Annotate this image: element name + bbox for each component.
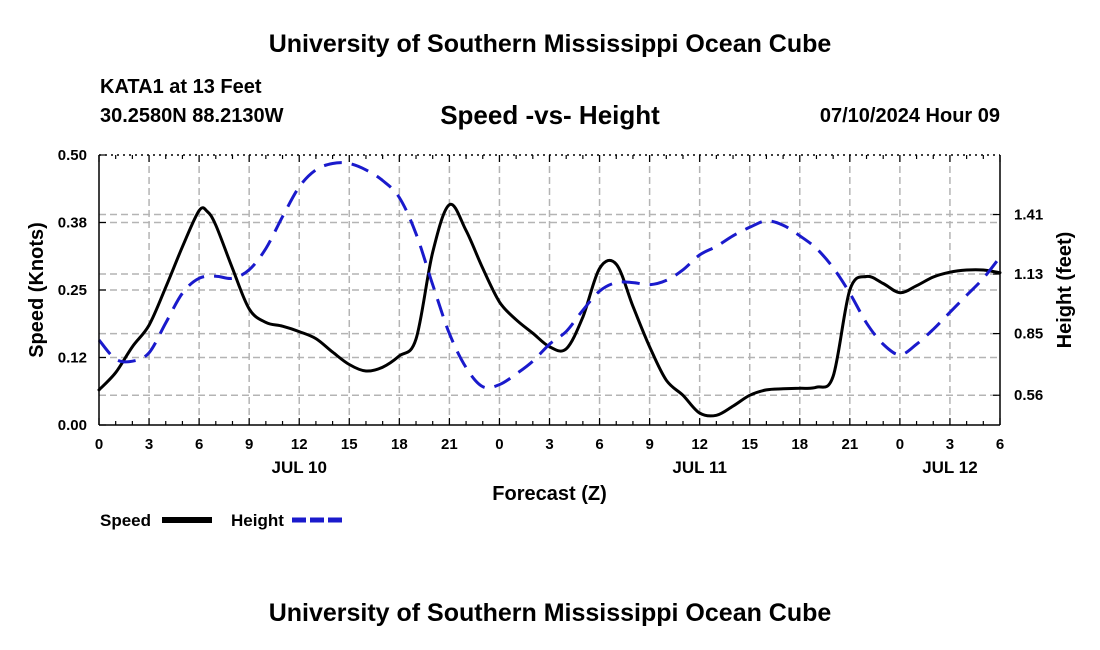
y-axis-title: Speed (Knots) xyxy=(26,222,48,358)
x-tick-label: 0 xyxy=(495,436,503,453)
x-tick-label: 12 xyxy=(291,436,308,453)
x-tick-label: 21 xyxy=(441,436,458,453)
x-tick-label: 6 xyxy=(595,436,603,453)
date-label: JUL 11 xyxy=(672,458,727,477)
date-label: JUL 12 xyxy=(922,458,977,477)
footer-title: University of Southern Mississippi Ocean… xyxy=(268,599,832,627)
legend: Speed Height xyxy=(100,511,342,530)
y-tick-label: 0.50 xyxy=(58,147,87,164)
x-tick-label: 15 xyxy=(341,436,358,453)
x-tick-label: 18 xyxy=(791,436,808,453)
x-tick-label: 18 xyxy=(391,436,408,453)
legend-speed-label: Speed xyxy=(100,511,151,530)
station-coordinates: 30.2580N 88.2130W xyxy=(100,105,284,127)
series-layer xyxy=(97,161,1002,418)
x-tick-label: 9 xyxy=(245,436,253,453)
y2-tick-label: 1.41 xyxy=(1014,207,1043,224)
y2-axis-title: Height (feet) xyxy=(1054,232,1076,349)
y2-tick-label: 0.85 xyxy=(1014,326,1043,343)
x-axis-title: Forecast (Z) xyxy=(492,483,606,505)
page-title: University of Southern Mississippi Ocean… xyxy=(268,30,832,58)
x-tick-label: 9 xyxy=(645,436,653,453)
x-tick-label: 3 xyxy=(145,436,153,453)
x-tick-label: 3 xyxy=(545,436,553,453)
y2-tick-label: 0.56 xyxy=(1014,387,1043,404)
x-tick-label: 0 xyxy=(95,436,103,453)
x-tick-label: 15 xyxy=(741,436,758,453)
x-tick-label: 0 xyxy=(896,436,904,453)
x-tick-label: 6 xyxy=(996,436,1004,453)
y2-tick-label: 1.13 xyxy=(1014,266,1043,283)
legend-height-label: Height xyxy=(231,511,284,530)
forecast-datetime: 07/10/2024 Hour 09 xyxy=(819,105,1000,127)
x-tick-label: 6 xyxy=(195,436,203,453)
x-tick-label: 21 xyxy=(841,436,858,453)
y-tick-label: 0.25 xyxy=(58,282,87,299)
height-series-line xyxy=(97,161,1002,390)
x-tick-label: 3 xyxy=(946,436,954,453)
y-tick-label: 0.38 xyxy=(58,215,87,232)
grid xyxy=(99,155,1000,425)
y-tick-label: 0.00 xyxy=(58,417,87,434)
chart-subtitle: Speed -vs- Height xyxy=(440,100,660,130)
x-tick-label: 12 xyxy=(691,436,708,453)
axes: 0 3 6 9 12 15 18 21 0 3 6 9 12 15 18 21 0 3 6 JUL 10 JUL 11 J… xyxy=(58,147,1043,477)
date-label: JUL 10 xyxy=(271,458,326,477)
y-tick-label: 0.12 xyxy=(58,350,87,367)
speed-series-line xyxy=(97,202,1002,418)
station-label: KATA1 at 13 Feet xyxy=(100,76,262,98)
